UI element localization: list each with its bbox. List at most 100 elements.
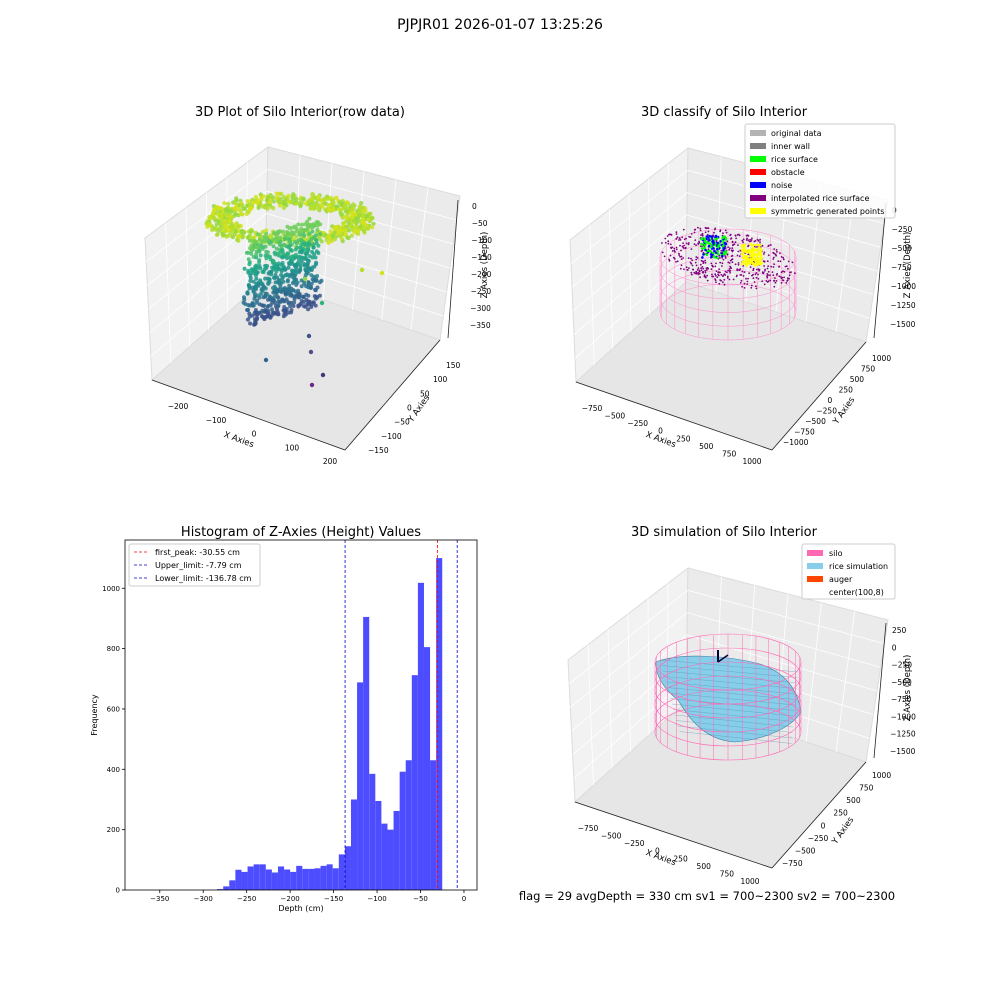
scatter-point [264, 256, 269, 261]
interpolated-point [699, 229, 702, 232]
grid-line [667, 583, 669, 719]
symmetric-point [758, 252, 762, 256]
interpolated-point [719, 230, 721, 233]
scatter-outlier [263, 357, 269, 363]
interpolated-point [675, 246, 678, 249]
interpolated-point [686, 269, 689, 271]
x-tick-label: 100 [285, 443, 300, 452]
scatter-point [246, 250, 251, 255]
legend-swatch [750, 208, 766, 214]
rice-surface-point [700, 247, 704, 250]
interpolated-point [747, 253, 750, 256]
symmetric-point [749, 258, 752, 262]
scatter-point [222, 212, 227, 217]
y-tick-label: 1000 [102, 585, 120, 593]
rice-surface-point [716, 241, 720, 245]
y-axis-line [771, 761, 867, 869]
scatter-point [271, 298, 276, 303]
interpolated-point [715, 274, 717, 277]
interpolated-point [698, 242, 701, 244]
histogram-bar [375, 800, 382, 890]
interpolated-point [746, 237, 748, 240]
scatter-point [359, 200, 364, 206]
legend-swatch [807, 563, 823, 569]
scatter-point [257, 258, 262, 263]
interpolated-point [764, 268, 766, 271]
interpolated-point [728, 268, 731, 270]
interpolated-point [742, 275, 745, 277]
z-axis-label: Z Axies (Depth) [480, 232, 490, 299]
y-tick-label: 100 [433, 375, 448, 384]
histogram-bar [229, 880, 236, 890]
legend-label: rice simulation [829, 562, 888, 571]
interpolated-point [743, 271, 746, 273]
histogram-bar [381, 823, 388, 890]
scatter-point [253, 266, 258, 271]
interpolated-point [757, 277, 760, 280]
legend-label: interpolated rice surface [771, 194, 869, 203]
interpolated-point [687, 243, 690, 246]
y-tick-label: 1000 [872, 354, 891, 363]
scatter-point [314, 241, 319, 246]
scatter-point [293, 247, 298, 252]
interpolated-point [751, 237, 753, 240]
interpolated-point [770, 244, 772, 246]
interpolated-point [727, 269, 729, 272]
z-axis-line [873, 622, 887, 759]
scatter-point [278, 250, 283, 255]
scatter-point [257, 248, 262, 253]
scatter-point [287, 283, 292, 288]
interpolated-point [755, 276, 758, 279]
scatter-point [349, 214, 354, 219]
rice-surface-point [703, 238, 706, 241]
rice-surface-point [707, 245, 711, 248]
scatter-point [287, 237, 292, 242]
scatter-point [278, 235, 283, 240]
rice-surface-point [712, 242, 715, 245]
scatter-point [259, 195, 264, 200]
interpolated-point [736, 254, 739, 257]
interpolated-point [669, 254, 672, 257]
scatter-point [247, 202, 252, 207]
interpolated-point [714, 279, 717, 282]
histogram-bar [241, 871, 248, 890]
interpolated-point [685, 237, 687, 240]
interpolated-point [754, 273, 757, 276]
y-tick-label: −250 [816, 407, 837, 416]
histogram-bar [430, 760, 437, 890]
histogram-bar [223, 886, 230, 890]
interpolated-point [738, 255, 741, 257]
scatter-point [313, 303, 318, 308]
interpolated-point [728, 278, 731, 281]
interpolated-point [710, 268, 713, 270]
interpolated-point [687, 242, 690, 244]
scatter-point [240, 202, 245, 207]
interpolated-point [714, 265, 717, 268]
interpolated-point [721, 256, 723, 259]
symmetric-point [742, 245, 746, 249]
scatter-point [317, 236, 322, 241]
rice-simulation-surface [655, 655, 802, 743]
interpolated-point [698, 240, 700, 243]
scatter-point [296, 295, 301, 300]
scatter-point [301, 231, 306, 236]
scatter-point [283, 237, 287, 242]
scatter-point [254, 287, 258, 291]
scatter-point [267, 200, 273, 205]
interpolated-point [782, 256, 785, 259]
scatter-point [222, 201, 227, 206]
symmetric-point [757, 251, 760, 254]
scatter-point [316, 206, 321, 211]
scatter-point [254, 312, 258, 317]
surface-mesh-line [674, 714, 794, 728]
scatter-point [356, 209, 362, 214]
interpolated-point [714, 227, 717, 230]
y-tick-label: −50 [394, 418, 410, 427]
interpolated-point [706, 233, 709, 236]
scatter-point [284, 203, 289, 208]
z-tick-label: −250 [891, 661, 912, 670]
scatter-point [349, 233, 354, 238]
z-tick-label: −500 [891, 678, 912, 687]
panel2-title: 3D classify of Silo Interior [641, 105, 808, 120]
scatter-point [266, 195, 271, 200]
